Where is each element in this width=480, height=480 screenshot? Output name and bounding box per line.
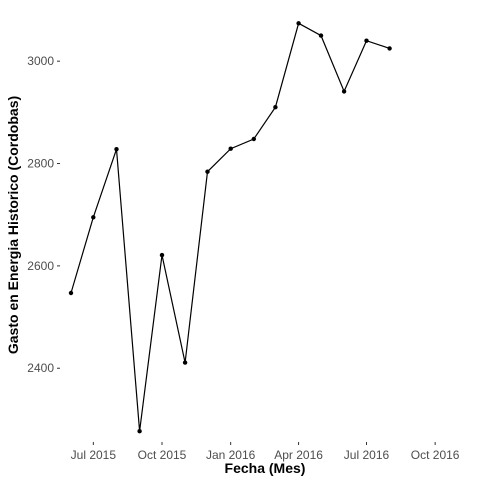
data-point — [205, 169, 210, 174]
data-point — [296, 21, 301, 26]
x-axis-title: Fecha (Mes) — [225, 460, 306, 476]
series-gasto — [68, 21, 392, 434]
y-tick-label: 2600 — [27, 259, 54, 273]
x-axis-ticks: Jul 2015 Oct 2015 Jan 2016 Apr 2016 Jul 2016… — [71, 442, 460, 462]
series-line — [70, 22, 390, 432]
data-point — [137, 429, 142, 434]
data-point — [387, 46, 392, 51]
data-point — [91, 215, 96, 220]
data-point — [341, 89, 347, 94]
x-tick-label: Oct 2016 — [411, 448, 460, 462]
data-point — [159, 252, 165, 258]
y-tick-label: 2800 — [27, 157, 54, 171]
y-tick-label: 3000 — [27, 54, 54, 68]
data-point — [364, 38, 369, 43]
y-tick-label: 2400 — [27, 361, 54, 375]
data-point — [68, 290, 74, 296]
data-point — [251, 136, 256, 142]
y-axis-ticks: 2400 2600 2800 3000 — [27, 54, 60, 375]
x-tick-label: Oct 2015 — [138, 448, 187, 462]
data-point — [273, 105, 278, 110]
y-axis-title: Gasto en Energia Historico (Cordobas) — [5, 96, 21, 354]
x-tick-label: Apr 2016 — [274, 448, 323, 462]
x-tick-label: Jul 2016 — [344, 448, 390, 462]
data-point — [228, 146, 233, 151]
data-point — [182, 360, 188, 365]
data-point — [114, 147, 119, 152]
x-tick-label: Jan 2016 — [206, 448, 256, 462]
x-tick-label: Jul 2015 — [71, 448, 117, 462]
data-point — [318, 33, 324, 38]
